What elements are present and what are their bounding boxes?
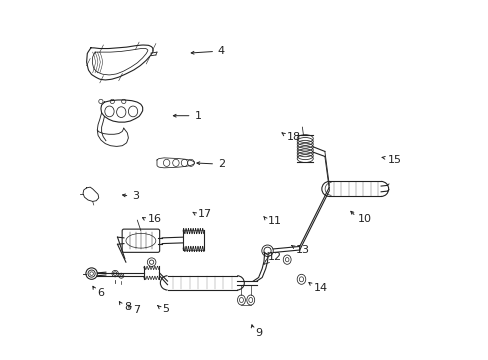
Text: 17: 17 <box>198 209 212 219</box>
Text: 18: 18 <box>286 132 300 142</box>
Text: 11: 11 <box>267 216 281 226</box>
Text: 6: 6 <box>97 288 104 297</box>
Text: 13: 13 <box>296 245 310 255</box>
Text: 14: 14 <box>313 283 327 293</box>
Text: 12: 12 <box>267 252 281 262</box>
Text: 8: 8 <box>123 302 131 312</box>
Text: 15: 15 <box>386 156 401 165</box>
Text: 4: 4 <box>217 46 224 57</box>
Text: 7: 7 <box>133 305 140 315</box>
Text: 5: 5 <box>162 303 169 314</box>
Text: 3: 3 <box>132 191 139 201</box>
Text: 16: 16 <box>148 214 162 224</box>
Text: 9: 9 <box>255 328 262 338</box>
Text: 2: 2 <box>217 159 224 169</box>
Text: 1: 1 <box>194 111 201 121</box>
Text: 10: 10 <box>357 214 371 224</box>
